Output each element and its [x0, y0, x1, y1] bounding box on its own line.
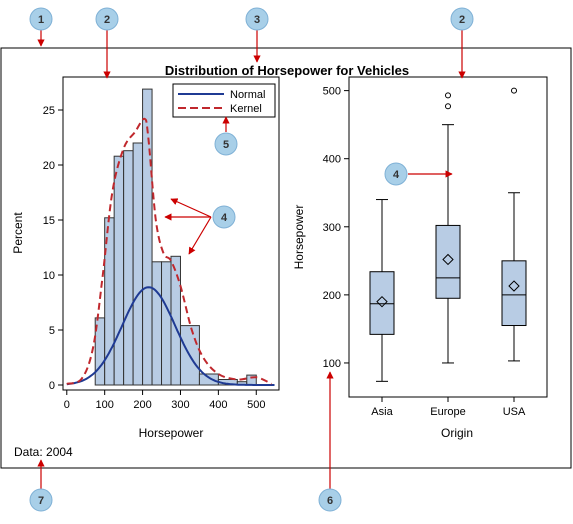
legend-box — [172, 83, 276, 118]
boxplot-x-tick-label: USA — [503, 406, 526, 418]
histogram-y-tick-label: 15 — [43, 215, 55, 227]
boxplot-panel: 100 200 300 400 500 Asia Europe USA Origin Hor… — [292, 76, 548, 440]
histogram-bar-4 — [132, 142, 144, 386]
callout-circle — [384, 162, 408, 186]
callout-arrows — [37, 30, 466, 490]
density-curves — [66, 117, 275, 386]
histogram-bar-6 — [151, 261, 163, 386]
box-iqr — [369, 271, 395, 335]
histogram-x-tick-label: 400 — [209, 399, 227, 411]
histogram-bar-7 — [161, 261, 172, 386]
boxplot-x-tick-label: Asia — [371, 406, 393, 418]
histogram-panel: 0 100 200 300 400 500 0 5 10 15 20 25 Horsepower P… — [11, 76, 280, 440]
callout-circle — [318, 488, 342, 512]
callout-number: 7 — [38, 495, 44, 507]
boxplot-y-tick-label: 300 — [323, 222, 341, 234]
callout-number: 4 — [221, 212, 228, 224]
histogram-y-tick-label: 10 — [43, 270, 55, 282]
histogram-x-tick-label: 100 — [96, 399, 114, 411]
footnote: Data: 2004 — [14, 445, 73, 459]
box-europe — [435, 92, 461, 364]
box-iqr — [435, 224, 461, 299]
callout-markers: 1 2 3 2 4 5 4 6 7 — [29, 7, 474, 512]
histogram-x-tick-label: 0 — [64, 399, 70, 411]
legend-label-normal: Normal — [230, 89, 265, 101]
boxplot-y-tick-label: 200 — [323, 290, 341, 302]
chart-legend: Normal Kernel — [172, 83, 276, 118]
callout-circle — [29, 7, 53, 31]
boxplot-y-axis: 100 200 300 400 500 — [323, 86, 349, 370]
histogram-x-axis: 0 100 200 300 400 500 — [64, 390, 265, 411]
histogram-x-label: Horsepower — [139, 426, 204, 440]
histogram-y-axis: 0 5 10 15 20 25 — [43, 105, 63, 392]
normal-density-curve — [66, 286, 275, 386]
boxplot-x-label: Origin — [441, 426, 473, 440]
kernel-density-curve — [66, 117, 272, 385]
histogram-bar-5 — [142, 88, 153, 386]
box-outlier — [445, 92, 451, 99]
boxplot-y-label: Horsepower — [292, 205, 306, 270]
callout-circle — [245, 7, 269, 31]
callout-circle — [29, 488, 53, 512]
callout-arrow-4-hist-a — [170, 198, 212, 218]
histogram-bar-8 — [170, 255, 181, 386]
boxplot-y-tick-label: 400 — [323, 154, 341, 166]
callout-circle — [95, 7, 119, 31]
box-mean-marker — [508, 280, 520, 292]
callout-number: 2 — [104, 14, 110, 26]
callout-number: 5 — [223, 139, 229, 151]
callout-circle — [450, 7, 474, 31]
boxplot-x-tick-label: Europe — [430, 406, 465, 418]
histogram-bar-3 — [123, 150, 134, 386]
boxplot-x-axis: Asia Europe USA — [371, 397, 526, 418]
legend-label-kernel: Kernel — [230, 103, 262, 115]
callout-arrow-4-hist-c — [188, 216, 212, 255]
histogram-y-label: Percent — [11, 212, 25, 254]
histogram-x-tick-label: 300 — [171, 399, 189, 411]
histogram-y-tick-label: 25 — [43, 105, 55, 117]
histogram-y-tick-label: 5 — [49, 325, 55, 337]
boxplot-boxes — [369, 87, 527, 382]
boxplot-y-tick-label: 500 — [323, 86, 341, 98]
callout-circle — [212, 205, 236, 229]
histogram-x-tick-label: 500 — [247, 399, 265, 411]
histogram-bar-2 — [113, 155, 125, 386]
callout-number: 6 — [327, 495, 333, 507]
callout-number: 2 — [459, 14, 465, 26]
histogram-y-tick-label: 0 — [49, 380, 55, 392]
callout-number: 4 — [393, 169, 400, 181]
chart-title: Distribution of Horsepower for Vehicles — [165, 63, 409, 78]
callout-circle — [214, 132, 238, 156]
box-outlier — [445, 103, 451, 110]
box-mean-marker — [376, 295, 388, 308]
callout-number: 3 — [254, 14, 260, 26]
callout-number: 1 — [38, 14, 44, 26]
histogram-x-tick-label: 200 — [133, 399, 151, 411]
boxplot-y-tick-label: 100 — [323, 358, 341, 370]
histogram-y-tick-label: 20 — [43, 160, 55, 172]
box-asia — [369, 199, 395, 382]
box-outlier — [511, 87, 517, 94]
box-mean-marker — [442, 253, 454, 266]
histogram-bar-10 — [198, 373, 219, 386]
box-usa — [501, 87, 527, 362]
box-iqr — [501, 260, 527, 327]
